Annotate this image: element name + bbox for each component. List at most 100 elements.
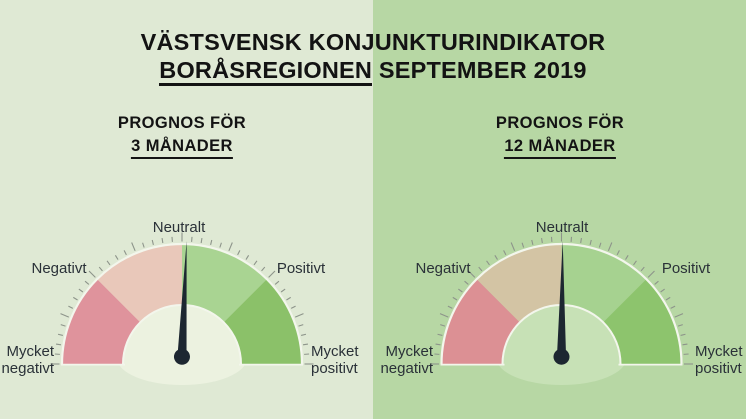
gauge2-needle (553, 241, 570, 365)
gauge2-tick (503, 250, 507, 256)
gauge2-tick (440, 324, 446, 327)
gauge1-tick (245, 255, 250, 260)
subtitle-line2-underlined: 3 MÅNADER (131, 137, 233, 159)
gauge1-outer-outline (60, 242, 304, 365)
gauge1-tick (274, 280, 280, 285)
gauge1-label-very-negative: Mycket negativt (1, 343, 54, 377)
gauge1-tick (161, 237, 164, 244)
subtitle-line1: PROGNOS FÖR (117, 114, 247, 132)
gauge2-tick (680, 333, 686, 336)
gauge1-tick (298, 324, 304, 327)
gauge1-tick (300, 333, 307, 336)
gauge2-tick (510, 242, 516, 252)
gauge2-segment-negativt (476, 244, 562, 323)
gauge2-tick (682, 343, 688, 346)
gauge1-tick (73, 296, 78, 301)
title-line1: VÄSTSVENSK KONJUNKTURINDIKATOR (140, 29, 606, 55)
title-line2: BORÅSREGIONEN SEPTEMBER 2019 (0, 56, 746, 86)
gauge2-segment-mycket-positivt (603, 279, 682, 364)
gauge2-tick (541, 237, 543, 244)
gauge1-tick (268, 270, 276, 278)
gauge2-tick (458, 288, 463, 293)
gauge1-label-neutral: Neutralt (152, 219, 206, 236)
gauge1-tick (286, 296, 291, 301)
gauge1-tick (280, 288, 286, 293)
gauge2-label-negative: Negativt (415, 260, 471, 277)
gauge1-needle (174, 241, 190, 365)
gauge1-tick (228, 242, 233, 252)
gauge1-segment-positivt (182, 244, 267, 323)
gauge2-tick (665, 296, 671, 301)
gauge1-tick (151, 239, 154, 246)
gauge1-tick (253, 260, 258, 266)
gauge2-label-positive: Positivt (661, 260, 711, 277)
gauge1-tick (78, 288, 84, 293)
gauge1-tick (290, 305, 296, 309)
gauge2-tick (439, 313, 449, 318)
gauge2-outer-outline (440, 242, 683, 365)
gauge1-segment-mycket-positivt (223, 279, 302, 364)
gauge2-label-neutral: Neutralt (535, 219, 589, 236)
gauge2-segment-mycket-negativt (441, 279, 520, 364)
gauge1-tick (294, 313, 304, 318)
gauge1-label-very-positive: Mycket positivt (311, 343, 359, 377)
subtitle-12-months: PROGNOS FÖR 12 MÅNADER (496, 113, 624, 159)
gauge1-tick (60, 313, 70, 318)
gauge2-tick (580, 237, 582, 244)
gauge2-label-very-negative: Mycket negativt (380, 343, 433, 377)
gauge2-tick (468, 270, 476, 278)
gauge1-tick (106, 260, 111, 266)
gauge1-label-negative: Negativt (31, 260, 87, 277)
gauge1-tick (123, 250, 127, 256)
page-title: VÄSTSVENSK KONJUNKTURINDIKATOR BORÅSREGI… (0, 28, 746, 86)
gauge2-tick (677, 324, 683, 327)
gauge1-segment-negativt (97, 244, 182, 323)
gauge2-tick (674, 313, 684, 318)
gauge2-tick (437, 333, 443, 336)
gauge1-tick (302, 343, 309, 346)
gauge2-tick (494, 255, 498, 260)
gauge2-tick (654, 280, 659, 285)
gauge2-label-very-positive: Mycket positivt (695, 343, 743, 377)
gauge2-tick (625, 255, 629, 260)
gauge2-tick (589, 239, 592, 246)
gauge1-tick (142, 242, 145, 248)
gauge2-tick (598, 242, 602, 248)
gauge2-tick (640, 266, 645, 272)
gauge2-tick (647, 270, 655, 278)
gauge1-tick (131, 242, 136, 252)
gauge2-tick (447, 305, 453, 309)
gauge2-tick (452, 296, 458, 301)
gauge1-tick (237, 250, 241, 256)
gauge2-tick (521, 242, 525, 248)
gauge1-tick (98, 266, 103, 272)
gauge1-tick (57, 333, 64, 336)
gauge1-tick (219, 242, 222, 248)
gauge2-tick (670, 305, 676, 309)
gauge1-tick (210, 239, 213, 246)
gauge1-label-positive: Positivt (276, 260, 326, 277)
gauge2-segment-positivt (561, 244, 647, 323)
gauge1-tick (114, 255, 119, 260)
gauge1-tick (84, 280, 90, 285)
gauge1-tick (55, 343, 62, 346)
subtitle-3-months: PROGNOS FÖR 3 MÅNADER (118, 113, 246, 159)
subtitle-line1: PROGNOS FÖR (495, 114, 625, 132)
gauge1-tick (88, 270, 96, 278)
gauge2-tick (660, 288, 665, 293)
gauge2-tick (616, 250, 620, 256)
title-region-underlined: BORÅSREGIONEN (159, 58, 373, 86)
gauge1-tick (200, 237, 203, 244)
gauge2-tick (633, 260, 637, 266)
gauge2-tick (478, 266, 483, 272)
gauge1-tick (60, 324, 66, 327)
gauge2-tick (486, 260, 490, 266)
gauge2-tick (435, 343, 441, 346)
gauge2-tick (531, 239, 534, 246)
subtitle-line2-underlined: 12 MÅNADER (504, 137, 616, 159)
gauge1-segment-mycket-negativt (62, 279, 141, 364)
title-date: SEPTEMBER 2019 (378, 57, 587, 83)
gauge2-tick (607, 242, 613, 252)
